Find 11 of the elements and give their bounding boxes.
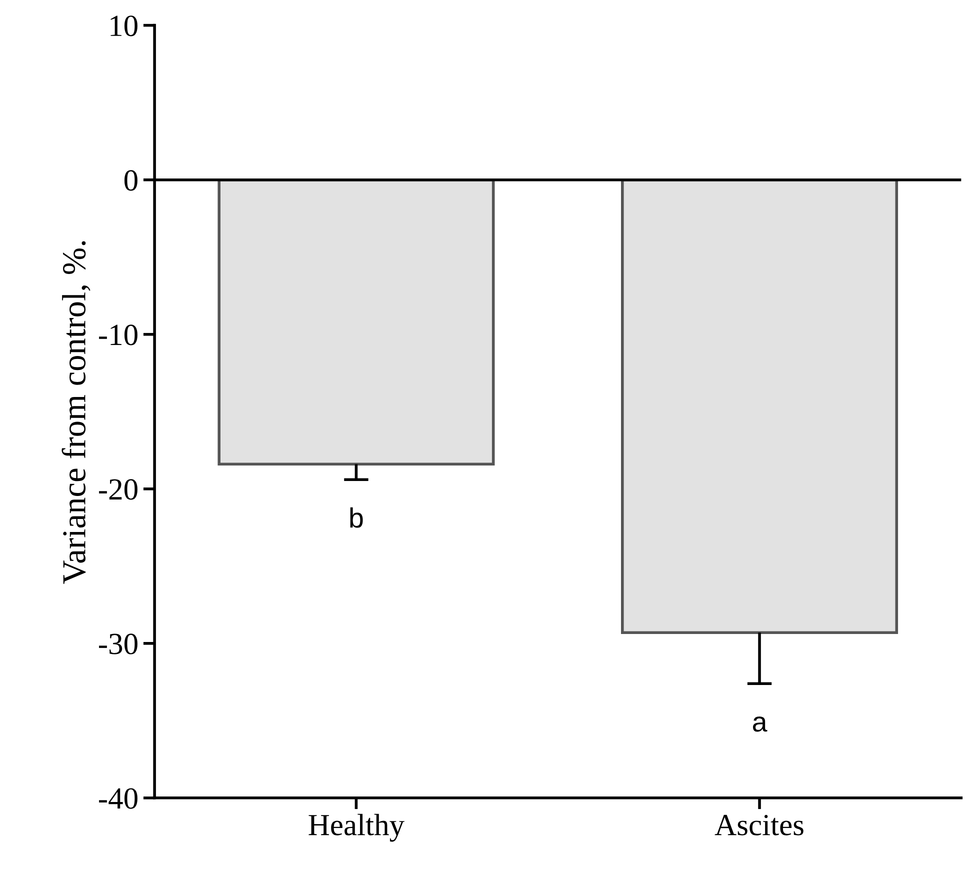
annotation: a bbox=[752, 716, 768, 732]
y-axis-title: Variance from control, %. bbox=[62, 241, 90, 584]
annotation: b bbox=[350, 507, 363, 528]
y-tick-label: -20 bbox=[98, 479, 138, 500]
y-tick-label: 0 bbox=[124, 170, 138, 191]
x-tick-label: Ascites bbox=[714, 814, 804, 836]
x-tick-label: Healthy bbox=[308, 814, 404, 842]
y-tick-label: -30 bbox=[98, 634, 138, 654]
y-tick-label: -40 bbox=[98, 788, 138, 809]
y-tick-label: 10 bbox=[110, 16, 138, 36]
y-tick-label: -10 bbox=[98, 324, 138, 346]
